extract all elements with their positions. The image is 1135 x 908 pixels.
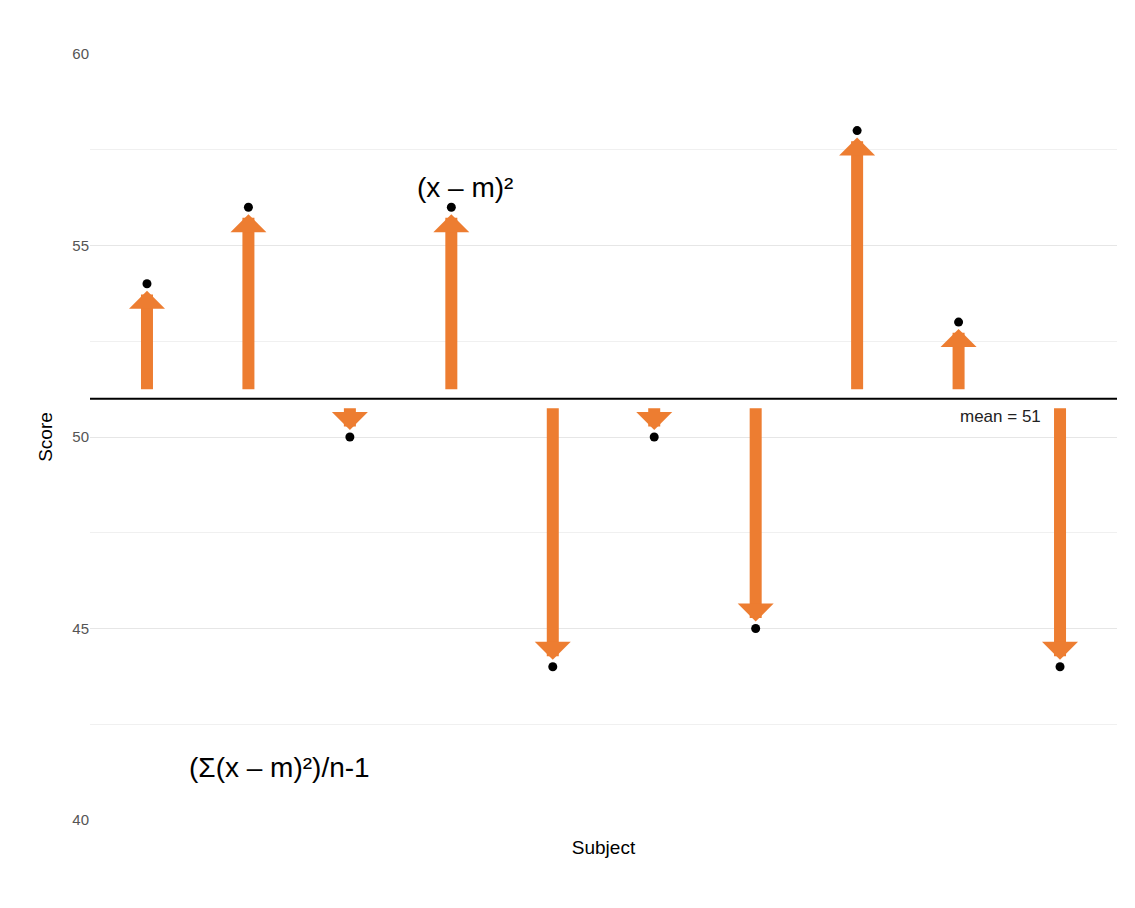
svg-text:Score: Score xyxy=(35,412,56,462)
svg-text:50: 50 xyxy=(72,428,89,445)
svg-text:45: 45 xyxy=(72,620,89,637)
svg-text:55: 55 xyxy=(72,237,89,254)
svg-text:mean = 51: mean = 51 xyxy=(960,407,1041,426)
svg-text:(x – m)²: (x – m)² xyxy=(417,172,513,203)
svg-text:(Σ(x – m)²)/n-1: (Σ(x – m)²)/n-1 xyxy=(189,752,370,783)
svg-text:40: 40 xyxy=(72,811,89,828)
svg-text:Subject: Subject xyxy=(572,837,636,858)
svg-text:60: 60 xyxy=(72,45,89,62)
